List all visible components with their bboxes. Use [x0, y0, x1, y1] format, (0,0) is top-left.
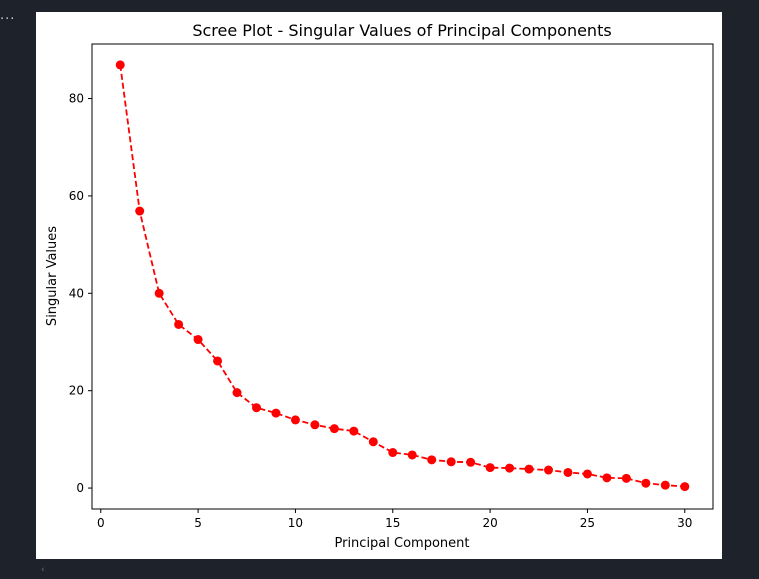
series-line	[119, 64, 685, 488]
y-tick-label: 0	[76, 481, 84, 495]
data-point	[466, 457, 476, 467]
data-point	[602, 473, 612, 483]
x-tick-label: 20	[482, 516, 497, 530]
data-point	[446, 457, 456, 467]
data-point	[641, 478, 651, 488]
data-point	[485, 463, 495, 473]
data-point	[232, 388, 242, 398]
data-point	[174, 319, 184, 329]
y-tick-label: 20	[69, 384, 84, 398]
x-tick-label: 5	[194, 516, 202, 530]
data-point	[407, 450, 417, 460]
data-point	[660, 480, 670, 490]
data-point	[427, 455, 437, 465]
data-point	[213, 356, 223, 366]
data-point	[329, 424, 339, 434]
data-point	[349, 426, 359, 436]
data-point	[290, 415, 300, 425]
y-tick-label: 80	[69, 92, 84, 106]
data-point	[582, 469, 592, 479]
data-point	[524, 464, 534, 474]
chart-title: Scree Plot - Singular Values of Principa…	[192, 21, 611, 40]
x-tick-label: 15	[385, 516, 400, 530]
data-point	[271, 408, 281, 418]
data-point	[368, 437, 378, 447]
data-point	[135, 206, 145, 216]
data-point	[544, 465, 554, 475]
data-point	[193, 335, 203, 345]
data-point	[680, 482, 690, 492]
scree-plot: Scree Plot - Singular Values of Principa…	[45, 21, 714, 551]
data-point	[621, 473, 631, 483]
x-tick-label: 25	[580, 516, 595, 530]
chart-figure: Scree Plot - Singular Values of Principa…	[36, 12, 722, 559]
data-point	[563, 467, 573, 477]
more-options-icon[interactable]: ...	[0, 8, 16, 23]
data-point	[310, 420, 320, 430]
series-layer	[115, 60, 690, 492]
plot-area-frame	[91, 43, 714, 510]
x-tick-label: 10	[288, 516, 303, 530]
y-tick-label: 60	[69, 189, 84, 203]
data-point	[154, 288, 164, 298]
y-axis: 0 20 40 60 80	[69, 92, 92, 495]
x-axis-label: Principal Component	[334, 536, 469, 551]
scroll-left-icon[interactable]: ‹	[41, 565, 45, 575]
data-point	[251, 403, 261, 413]
data-point	[505, 463, 515, 473]
y-tick-label: 40	[69, 286, 84, 300]
x-tick-label: 0	[97, 516, 105, 530]
x-axis: 0 5 10 15 20 25 30	[97, 509, 692, 530]
data-point	[388, 448, 398, 458]
x-tick-label: 30	[677, 516, 692, 530]
data-point	[115, 60, 125, 70]
y-axis-label: Singular Values	[45, 226, 60, 326]
